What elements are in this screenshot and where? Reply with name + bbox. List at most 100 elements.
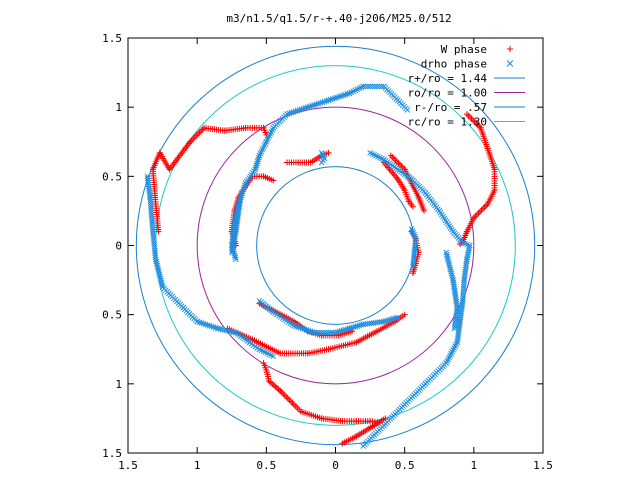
point — [272, 383, 279, 390]
point — [236, 201, 243, 208]
point — [466, 242, 473, 249]
x-tick-label: 0.5 — [256, 459, 276, 472]
point — [286, 396, 293, 403]
point — [344, 326, 351, 332]
point — [411, 247, 418, 253]
point — [289, 400, 296, 407]
point — [460, 286, 467, 293]
point — [325, 149, 332, 156]
point — [236, 203, 243, 210]
point — [332, 329, 339, 336]
point — [480, 205, 487, 212]
point — [412, 235, 419, 242]
point — [451, 325, 458, 332]
point — [451, 323, 458, 330]
point — [254, 158, 261, 165]
x-tick-label: 1.5 — [533, 459, 553, 472]
point — [252, 166, 259, 173]
series-1 — [144, 83, 473, 449]
point — [362, 83, 369, 90]
point — [410, 261, 417, 267]
point — [369, 83, 376, 90]
point — [232, 254, 239, 261]
legend-swatch — [506, 60, 514, 67]
point — [328, 329, 334, 336]
point — [235, 208, 242, 214]
y-tick-label: 1 — [115, 378, 122, 391]
point — [410, 258, 417, 265]
point — [463, 258, 470, 265]
point — [255, 154, 262, 161]
point — [385, 317, 391, 324]
point — [191, 134, 198, 141]
point — [478, 207, 485, 214]
point — [311, 329, 318, 336]
point — [350, 324, 357, 331]
y-tick-label: 0.5 — [102, 170, 122, 183]
point — [394, 314, 401, 321]
point — [190, 135, 197, 142]
legend-label: drho phase — [421, 58, 487, 71]
y-tick-label: 0.5 — [102, 309, 122, 322]
legend-label: r-/ro = .57 — [414, 101, 487, 114]
point — [253, 164, 259, 171]
point — [270, 177, 277, 184]
point — [381, 318, 387, 325]
x-tick-label: 1 — [471, 459, 478, 472]
y-tick-label: 1.5 — [102, 32, 122, 45]
circle-1 — [196, 106, 475, 385]
circle-0 — [135, 45, 536, 446]
point — [336, 328, 343, 335]
point — [392, 315, 399, 321]
point — [238, 192, 244, 199]
x-tick-label: 1 — [194, 459, 201, 472]
point — [340, 327, 347, 334]
point — [237, 194, 244, 201]
point — [284, 395, 291, 402]
point — [460, 293, 466, 300]
point — [253, 162, 260, 169]
point — [411, 251, 417, 258]
point — [364, 83, 371, 90]
legend-label: ro/ro = 1.00 — [408, 87, 487, 100]
point — [454, 302, 460, 309]
point — [280, 390, 287, 397]
point — [318, 159, 325, 166]
x-tick-label: 1.5 — [118, 459, 138, 472]
point — [325, 329, 332, 336]
point — [473, 211, 480, 218]
y-tick-label: 1 — [115, 101, 122, 114]
data-series — [144, 83, 498, 449]
point — [323, 329, 330, 336]
point — [390, 315, 397, 322]
point — [401, 311, 408, 318]
point — [371, 83, 378, 90]
point — [374, 83, 380, 90]
point — [321, 329, 327, 336]
point — [460, 284, 467, 290]
point — [389, 154, 396, 161]
point — [352, 323, 359, 330]
point — [342, 326, 349, 333]
point — [338, 328, 345, 334]
point — [278, 389, 285, 396]
point — [409, 270, 416, 277]
legend-label: W phase — [441, 43, 487, 56]
y-tick-label: 0 — [115, 240, 122, 253]
point — [390, 155, 397, 162]
point — [348, 325, 355, 331]
y-tick-label: 1.5 — [102, 447, 122, 460]
point — [255, 156, 262, 163]
point — [412, 240, 419, 247]
axis-ticks: 1.5 1 0.5 0 0.5 1 1.51.510.500.511.5 — [102, 32, 553, 472]
point — [383, 318, 389, 324]
point — [360, 83, 367, 90]
point — [409, 203, 416, 210]
point — [376, 83, 383, 90]
point — [378, 83, 385, 90]
x-tick-label: 0.5 — [395, 459, 415, 472]
point — [334, 329, 341, 335]
circle-2 — [256, 166, 415, 325]
